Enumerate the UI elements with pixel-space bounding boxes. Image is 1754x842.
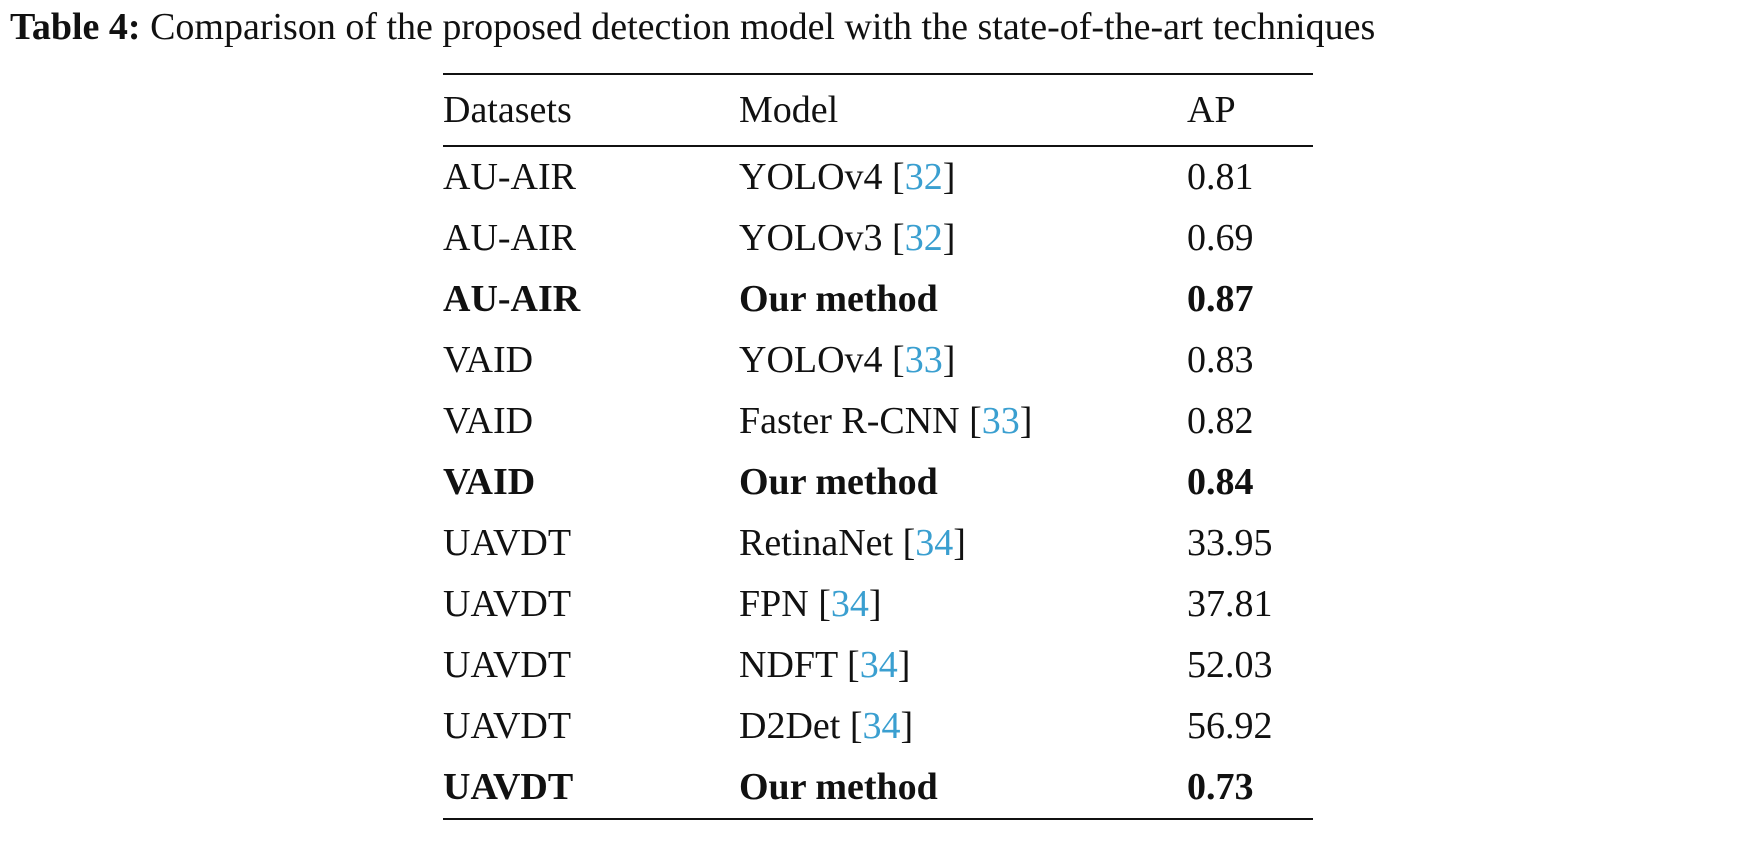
model-name: YOLOv3 [739, 217, 883, 259]
cell-dataset: AU-AIR [443, 278, 581, 320]
cell-model: Our method [739, 269, 1187, 330]
cell-ap: 0.69 [1187, 217, 1254, 259]
cell-model: Faster R-CNN [33] [739, 400, 1033, 442]
cell-ap: 0.84 [1187, 461, 1254, 503]
cell-dataset: UAVDT [443, 644, 572, 686]
table-row: AU-AIR Our method 0.87 [443, 269, 1313, 330]
citation-link[interactable]: 33 [904, 339, 943, 381]
cell-ap: 0.82 [1187, 400, 1254, 442]
cell-ap: 37.81 [1187, 583, 1273, 625]
citation-link[interactable]: 33 [981, 400, 1020, 442]
cell-model: RetinaNet [34] [739, 522, 966, 564]
model-name: Faster R-CNN [739, 400, 960, 442]
cell-model: Our method [739, 757, 1187, 818]
cell-ap: 33.95 [1187, 522, 1273, 564]
table-row: UAVDT NDFT [34] 52.03 [443, 635, 1313, 696]
cell-dataset: UAVDT [443, 522, 572, 564]
table-row: VAID Our method 0.84 [443, 452, 1313, 513]
cell-model: FPN [34] [739, 583, 882, 625]
model-name: YOLOv4 [739, 156, 883, 198]
cell-model: D2Det [34] [739, 705, 914, 747]
cell-ap: 56.92 [1187, 705, 1273, 747]
citation-link[interactable]: 34 [859, 644, 898, 686]
table-caption-label: Table 4: [10, 6, 141, 48]
table-row: UAVDT FPN [34] 37.81 [443, 574, 1313, 635]
cell-dataset: UAVDT [443, 705, 572, 747]
cell-model: YOLOv4 [32] [739, 156, 956, 198]
cell-dataset: AU-AIR [443, 217, 576, 259]
header-ap: AP [1187, 89, 1236, 131]
cell-model: YOLOv3 [32] [739, 217, 956, 259]
cell-model: NDFT [34] [739, 644, 911, 686]
model-name: Our method [739, 461, 938, 503]
cell-model: YOLOv4 [33] [739, 339, 956, 381]
cell-model: Our method [739, 452, 1187, 513]
citation-link[interactable]: 34 [862, 705, 901, 747]
table-row: UAVDT Our method 0.73 [443, 757, 1313, 818]
cell-dataset: VAID [443, 400, 534, 442]
model-name: RetinaNet [739, 522, 894, 564]
table-row: UAVDT RetinaNet [34] 33.95 [443, 513, 1313, 574]
cell-dataset: AU-AIR [443, 156, 576, 198]
cell-dataset: UAVDT [443, 766, 574, 808]
citation-link[interactable]: 32 [904, 217, 943, 259]
cell-ap: 0.87 [1187, 278, 1254, 320]
model-name: YOLOv4 [739, 339, 883, 381]
citation-link[interactable]: 34 [915, 522, 954, 564]
cell-dataset: UAVDT [443, 583, 572, 625]
table-header-rule [443, 145, 1313, 147]
citation-link[interactable]: 32 [904, 156, 943, 198]
comparison-table: Datasets Model AP AU-AIR YOLOv4 [32] 0.81 A… [443, 73, 1313, 820]
table-caption: Table 4: Comparison of the proposed dete… [10, 2, 1750, 52]
table-caption-text: Comparison of the proposed detection mod… [150, 6, 1376, 48]
model-name: Our method [739, 278, 938, 320]
table-bottom-rule [443, 818, 1313, 820]
table-top-rule [443, 73, 1313, 75]
table-header-row: Datasets Model AP [443, 75, 1313, 145]
cell-ap: 0.83 [1187, 339, 1254, 381]
cell-ap: 52.03 [1187, 644, 1273, 686]
citation-link[interactable]: 34 [830, 583, 869, 625]
header-datasets: Datasets [443, 89, 572, 131]
model-name: D2Det [739, 705, 841, 747]
model-name: NDFT [739, 644, 838, 686]
table-row: AU-AIR YOLOv4 [32] 0.81 [443, 147, 1313, 208]
cell-ap: 0.81 [1187, 156, 1254, 198]
table-row: AU-AIR YOLOv3 [32] 0.69 [443, 208, 1313, 269]
cell-dataset: VAID [443, 461, 536, 503]
model-name: FPN [739, 583, 809, 625]
model-name: Our method [739, 766, 938, 808]
cell-ap: 0.73 [1187, 766, 1254, 808]
header-model: Model [739, 89, 839, 131]
table-row: VAID YOLOv4 [33] 0.83 [443, 330, 1313, 391]
table-row: VAID Faster R-CNN [33] 0.82 [443, 391, 1313, 452]
cell-dataset: VAID [443, 339, 534, 381]
table-row: UAVDT D2Det [34] 56.92 [443, 696, 1313, 757]
